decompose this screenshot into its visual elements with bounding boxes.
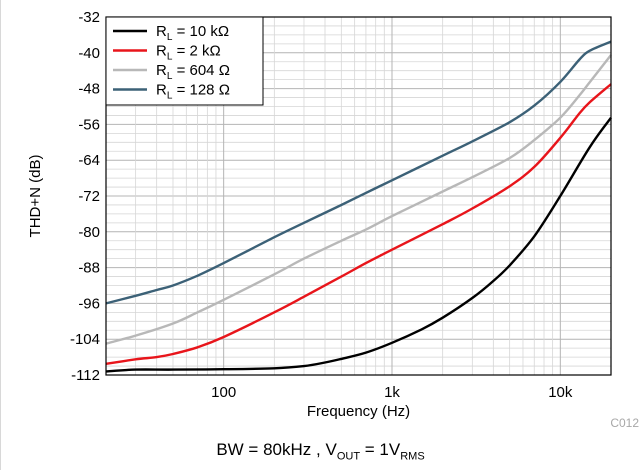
y-tick-label: -72: [78, 188, 100, 205]
y-tick-label: -80: [78, 224, 100, 241]
y-tick-label: -88: [78, 260, 100, 277]
figure-caption: BW = 80kHz , VOUT = 1VRMS: [0, 440, 641, 463]
plot-frame: [105, 16, 612, 376]
legend-label-1: RL = 10 kΩ: [156, 23, 229, 43]
y-tick-label: -56: [78, 116, 100, 133]
y-tick-label: -96: [78, 295, 100, 312]
thd-chart: -32 -40 -48 -56 -64 -72 -80 -88 -96 -104 -112 100 1k…: [27, 9, 612, 420]
y-tick-label: -104: [70, 331, 100, 348]
x-tick-label: 10k: [548, 384, 573, 401]
series-layer: [105, 40, 612, 373]
caption-vout-sub: OUT: [336, 450, 361, 463]
y-tick-label: -32: [78, 9, 100, 26]
caption-vout-unit: RMS: [400, 450, 425, 463]
legend-label-4: RL = 128 Ω: [156, 82, 230, 102]
series-line-3: [105, 54, 612, 345]
caption-vout-main: V: [325, 440, 337, 459]
x-axis-title: Frequency (Hz): [307, 403, 410, 420]
legend-label-2: RL = 2 kΩ: [156, 43, 221, 63]
series-line-1: [105, 116, 612, 373]
tick-labels: -32 -40 -48 -56 -64 -72 -80 -88 -96 -104 -112 100 1k…: [70, 9, 573, 401]
x-tick-label: 1k: [384, 384, 400, 401]
figure-code: C012: [610, 416, 639, 430]
figure-frame-edge: [0, 0, 1, 470]
grid: [105, 16, 612, 376]
series-line-2: [105, 83, 612, 365]
y-tick-label: -48: [78, 81, 100, 98]
caption-vout: VOUT = 1VRMS: [325, 440, 425, 463]
y-tick-label: -40: [78, 45, 100, 62]
series-line-4: [105, 40, 612, 305]
caption-bandwidth: BW = 80kHz: [216, 440, 312, 459]
caption-separator: ,: [316, 440, 321, 459]
y-tick-label: -112: [71, 367, 100, 384]
y-axis-title: THD+N (dB): [27, 155, 44, 238]
y-tick-label: -64: [78, 152, 100, 169]
caption-vout-eq: = 1V: [360, 440, 401, 459]
x-tick-label: 100: [211, 384, 236, 401]
legend-label-3: RL = 604 Ω: [156, 62, 230, 82]
